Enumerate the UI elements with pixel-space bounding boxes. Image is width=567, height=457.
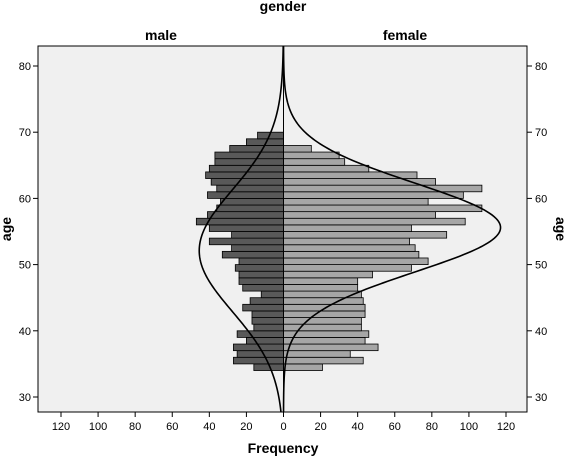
male-bar <box>220 197 284 206</box>
female-bar <box>283 356 364 365</box>
y-axis-label-right: age <box>553 217 567 241</box>
male-bar <box>242 303 284 312</box>
x-tick-label: 120 <box>497 421 515 433</box>
female-bar <box>283 363 323 371</box>
male-bar <box>233 356 284 365</box>
female-bar <box>283 231 448 239</box>
panel-label-female: female <box>383 27 428 43</box>
x-tick-label: 100 <box>460 421 478 433</box>
male-bar <box>251 310 284 318</box>
male-bar <box>208 237 284 246</box>
male-bar <box>236 350 284 358</box>
female-bar <box>283 191 464 199</box>
x-tick-label: 60 <box>389 421 401 433</box>
female-bar <box>283 250 420 259</box>
x-tick-label: 120 <box>52 421 70 433</box>
x-tick-label: 40 <box>352 421 364 433</box>
male-bar <box>260 290 284 299</box>
male-bar <box>249 297 284 305</box>
female-bar <box>283 237 410 246</box>
axes: 0 20 20 40 40 60 60 80 80 100 100 120 120 30 30 40 40 50 5… <box>19 61 548 433</box>
male-bar <box>208 164 284 173</box>
x-axis-label: Frequency <box>248 440 319 456</box>
female-bar <box>283 151 340 160</box>
x-tick-label: 20 <box>240 421 252 433</box>
x-tick-label: 80 <box>426 421 438 433</box>
female-bar <box>283 257 429 266</box>
chart-title: gender <box>260 0 307 14</box>
x-tick-label: 80 <box>129 421 141 433</box>
x-tick-label: 0 <box>280 421 286 433</box>
male-bar <box>210 178 284 186</box>
male-bar <box>231 231 284 239</box>
female-bar <box>283 317 362 325</box>
female-bar <box>283 211 436 219</box>
female-bar <box>283 323 362 332</box>
male-bar <box>238 257 284 266</box>
y-tick-label-left: 30 <box>19 392 31 404</box>
female-bar <box>283 158 346 166</box>
female-normal-curve <box>282 46 502 412</box>
female-bar <box>283 197 429 206</box>
y-tick-label-right: 70 <box>535 127 547 139</box>
male-bar <box>238 277 284 285</box>
female-bar <box>283 184 483 193</box>
female-bar <box>283 145 312 153</box>
male-bar <box>231 244 284 252</box>
y-tick-label-right: 60 <box>535 193 547 205</box>
x-tick-label: 20 <box>314 421 326 433</box>
y-tick-label-right: 40 <box>535 326 547 338</box>
female-bar <box>283 350 351 358</box>
y-tick-label-left: 50 <box>19 260 31 272</box>
female-bar <box>283 343 379 352</box>
male-normal-curve <box>198 46 284 412</box>
male-bar <box>242 284 284 292</box>
female-bar <box>283 337 366 345</box>
y-tick-label-left: 40 <box>19 326 31 338</box>
female-bar <box>283 264 412 272</box>
male-bar <box>246 337 284 345</box>
female-bar <box>283 303 366 312</box>
female-bar <box>283 297 364 305</box>
male-bar <box>208 224 284 232</box>
x-tick-label: 40 <box>203 421 215 433</box>
y-tick-label-right: 80 <box>535 61 547 73</box>
y-tick-label-right: 50 <box>535 260 547 272</box>
x-tick-label: 100 <box>89 421 107 433</box>
male-bar <box>221 250 284 259</box>
y-tick-label-right: 30 <box>535 392 547 404</box>
male-bar <box>251 317 284 325</box>
male-bar <box>236 330 284 338</box>
male-bar <box>234 264 284 272</box>
female-bar <box>283 164 370 173</box>
male-bar <box>216 184 284 193</box>
female-bar <box>283 270 373 279</box>
x-tick-label: 60 <box>166 421 178 433</box>
male-bar <box>214 158 284 166</box>
female-bar <box>283 284 359 292</box>
female-bar <box>283 244 416 252</box>
normal-curves <box>198 46 502 412</box>
panel-label-male: male <box>145 27 177 43</box>
male-bar <box>207 191 284 199</box>
male-bar <box>216 204 284 213</box>
y-tick-label-left: 80 <box>19 61 31 73</box>
y-tick-label-left: 60 <box>19 193 31 205</box>
female-bar <box>283 310 366 318</box>
male-bar <box>207 211 284 219</box>
male-bar <box>253 323 284 332</box>
female-bar <box>283 277 359 285</box>
y-tick-label-left: 70 <box>19 127 31 139</box>
female-histogram-bars <box>283 145 483 371</box>
male-bar <box>229 145 284 153</box>
male-bar <box>214 151 284 160</box>
female-bar <box>283 204 483 213</box>
male-histogram-bars <box>195 131 284 371</box>
female-bar <box>283 224 412 232</box>
male-bar <box>238 270 284 279</box>
y-axis-label-left: age <box>0 217 14 241</box>
female-bar <box>283 217 466 226</box>
